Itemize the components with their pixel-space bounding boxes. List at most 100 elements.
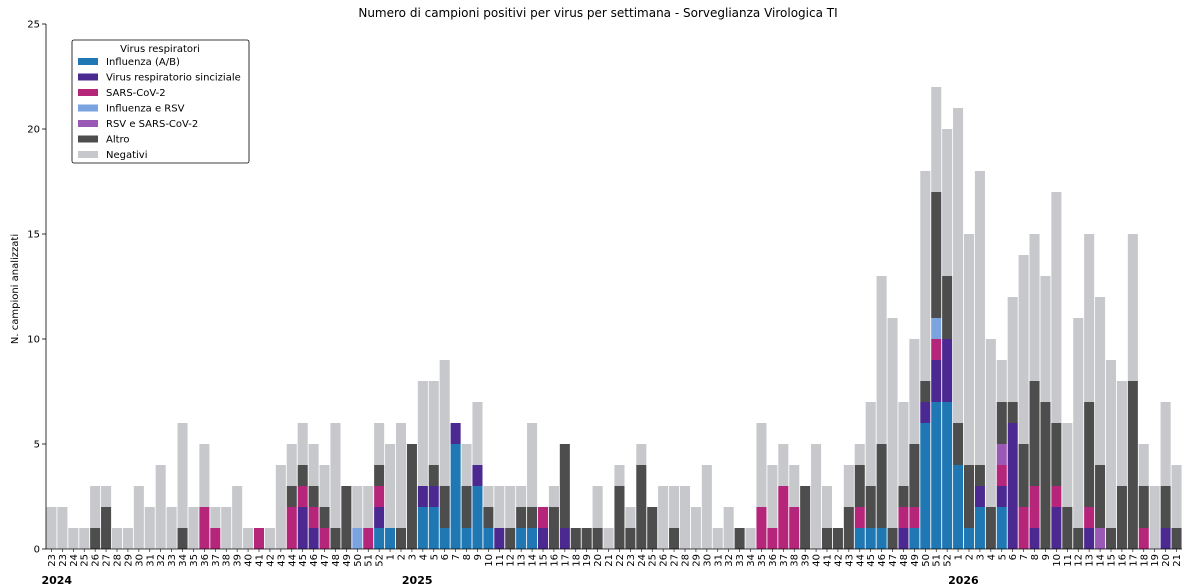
bar-segment-75-6: [865, 402, 876, 486]
bar-segment-68-6: [789, 465, 800, 507]
x-tick-label-101: 19: [1150, 554, 1161, 567]
bar-segment-44-6: [527, 423, 538, 507]
bar-segment-24-1: [308, 528, 319, 549]
x-tick-label-19: 41: [255, 554, 266, 567]
bar-segment-78-6: [898, 402, 909, 486]
bar-segment-80-0: [920, 423, 931, 549]
bar-segment-93-6: [1062, 423, 1073, 507]
bar-segment-81-5: [931, 192, 942, 318]
bar-segment-22-5: [286, 486, 297, 507]
bar-segment-85-6: [974, 171, 985, 465]
bar-segment-79-5: [909, 444, 920, 507]
bar-segment-91-5: [1040, 402, 1051, 549]
x-tick-label-29: 51: [364, 554, 375, 567]
x-tick-label-63: 33: [735, 554, 746, 567]
bar-segment-24-6: [308, 444, 319, 486]
bar-segment-82-5: [942, 276, 953, 339]
x-tick-label-73: 43: [844, 554, 855, 567]
bar-segment-29-2: [363, 528, 374, 549]
bar-segment-46-6: [548, 486, 559, 507]
legend-frame: [71, 39, 250, 164]
x-tick-label-85: 3: [975, 554, 986, 560]
bar-segment-38-6: [461, 444, 472, 486]
x-tick-label-83: 1: [954, 554, 965, 560]
bar-segment-83-5: [953, 423, 964, 465]
x-tick-label-25: 47: [320, 554, 331, 567]
bar-segment-4-5: [90, 528, 101, 549]
bar-segment-81-1: [931, 360, 942, 402]
bar-segment-92-1: [1051, 507, 1062, 549]
bar-segment-82-6: [942, 129, 953, 276]
bar-segment-77-5: [887, 528, 898, 549]
bar-segment-47-1: [559, 528, 570, 549]
x-tick-label-76: 46: [877, 554, 888, 567]
x-tick-label-93: 11: [1063, 554, 1074, 567]
year-label-2: 2026: [948, 574, 979, 587]
bar-segment-13-6: [188, 507, 199, 549]
bar-segment-35-1: [428, 486, 439, 507]
x-tick-label-36: 6: [440, 554, 451, 560]
bar-segment-103-5: [1171, 528, 1182, 549]
bar-segment-97-5: [1105, 528, 1117, 549]
bar-segment-85-1: [974, 486, 985, 507]
x-tick-label-21: 43: [276, 554, 287, 567]
bar-segment-85-0: [974, 507, 985, 549]
x-tick-label-87: 5: [997, 554, 1008, 560]
x-tick-label-68: 38: [790, 554, 801, 567]
bar-segment-79-2: [909, 507, 920, 528]
bar-segment-43-5: [516, 507, 527, 528]
bar-segment-75-5: [865, 486, 876, 528]
bar-segment-79-6: [909, 339, 920, 444]
x-tick-label-40: 10: [484, 554, 495, 567]
bar-segment-4-6: [90, 486, 101, 528]
bar-segment-87-6: [996, 360, 1007, 402]
x-tick-label-78: 48: [899, 554, 910, 567]
bar-segment-34-1: [417, 486, 428, 507]
legend-swatch-6: [78, 151, 98, 158]
x-tick-label-100: 18: [1139, 554, 1150, 567]
x-tick-label-38: 8: [462, 554, 473, 560]
x-tick-label-86: 4: [986, 554, 997, 560]
bar-segment-90-6: [1029, 234, 1040, 381]
bar-segment-30-6: [374, 423, 385, 465]
bars-group: [46, 87, 1182, 549]
legend-label-6: Negativi: [106, 150, 148, 161]
bar-segment-54-5: [636, 465, 647, 549]
y-tick-label-15: 15: [27, 230, 40, 241]
bar-segment-30-1: [374, 507, 385, 528]
x-tick-label-103: 21: [1172, 554, 1182, 567]
bar-segment-21-6: [275, 465, 286, 549]
bar-segment-38-0: [461, 528, 472, 549]
bar-segment-24-5: [308, 486, 319, 507]
x-tick-label-62: 32: [724, 554, 735, 567]
bar-segment-41-1: [494, 528, 505, 549]
bar-segment-86-5: [985, 507, 996, 549]
x-tick-label-82: 52: [943, 554, 954, 567]
y-tick-label-25: 25: [27, 20, 40, 31]
x-tick-label-66: 36: [768, 554, 779, 567]
bar-segment-59-6: [690, 507, 701, 549]
bar-segment-5-6: [101, 486, 112, 507]
bar-segment-92-2: [1051, 486, 1062, 507]
bar-segment-71-6: [821, 486, 833, 528]
x-tick-label-44: 14: [528, 554, 539, 567]
x-tick-label-41: 11: [495, 554, 506, 567]
bar-segment-102-5: [1160, 486, 1171, 528]
legend-items: Influenza (A/B) Virus respiratorio sinciz…: [78, 57, 241, 161]
bar-segment-87-0: [996, 507, 1007, 549]
bar-segment-24-2: [308, 507, 319, 528]
x-tick-label-20: 42: [265, 554, 276, 567]
legend-swatch-5: [78, 135, 98, 143]
bar-segment-20-6: [264, 528, 275, 549]
legend-swatch-4: [78, 120, 98, 127]
bar-segment-15-2: [210, 528, 221, 549]
bar-segment-88-6: [1007, 297, 1018, 402]
legend-label-0: Influenza (A/B): [106, 57, 180, 68]
bar-segment-47-5: [559, 444, 570, 528]
bar-segment-43-0: [516, 528, 527, 549]
bar-segment-92-5: [1051, 423, 1062, 486]
x-tick-label-95: 13: [1085, 554, 1096, 567]
x-tick-label-45: 15: [539, 554, 550, 567]
bar-segment-28-6: [352, 486, 363, 528]
bar-segment-95-1: [1084, 528, 1095, 549]
